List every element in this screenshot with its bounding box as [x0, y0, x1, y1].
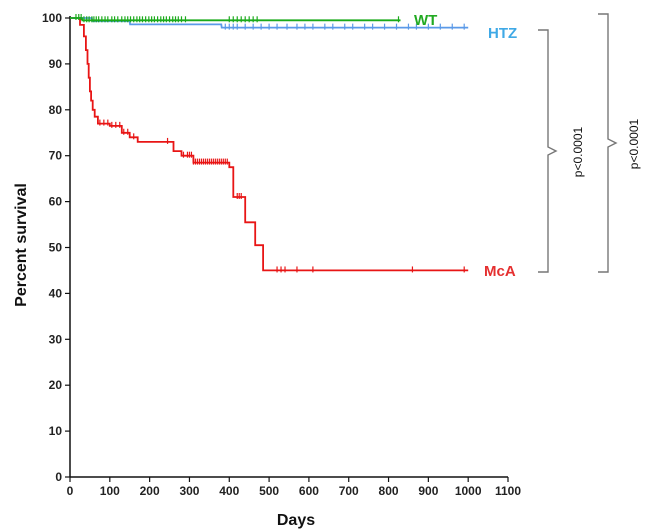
bracket-wt-mca: [598, 13, 618, 273]
y-tick-label: 50: [49, 241, 63, 255]
bracket-htz-mca: [538, 29, 558, 273]
x-tick-label: 1100: [495, 484, 521, 498]
x-tick-label: 700: [339, 484, 359, 498]
x-tick-label: 200: [140, 484, 160, 498]
y-tick-label: 20: [49, 378, 63, 392]
survival-line-mca: [70, 17, 469, 272]
x-tick-label: 1000: [455, 484, 482, 498]
x-tick-label: 300: [179, 484, 199, 498]
p-value-wt-mca: p<0.0001: [627, 118, 641, 169]
significance-brackets: [538, 13, 618, 273]
x-tick-label: 400: [219, 484, 239, 498]
y-tick-label: 30: [49, 332, 63, 346]
y-axis-title: Percent survival: [13, 183, 30, 307]
y-tick-label: 10: [49, 424, 63, 438]
y-tick-label: 70: [49, 149, 63, 163]
series-label-htz: HTZ: [488, 25, 517, 42]
x-axis-title: Days: [277, 512, 315, 529]
x-tick-label: 800: [379, 484, 399, 498]
x-tick-label: 900: [418, 484, 438, 498]
y-tick-label: 80: [49, 103, 63, 117]
series-mca: [70, 17, 469, 273]
x-tick-label: 100: [100, 484, 120, 498]
x-tick-label: 600: [299, 484, 319, 498]
series-wt: [70, 14, 401, 23]
y-tick-label: 100: [42, 11, 62, 25]
p-value-htz-mca: p<0.0001: [571, 126, 585, 177]
x-tick-label: 500: [259, 484, 279, 498]
y-tick-label: 0: [55, 470, 62, 484]
series-group: [70, 14, 469, 273]
series-label-wt: WT: [414, 12, 437, 29]
survival-line-wt: [70, 17, 401, 22]
series-label-mca: McA: [484, 263, 516, 280]
y-tick-label: 40: [49, 286, 63, 300]
x-tick-label: 0: [67, 484, 74, 498]
y-tick-label: 90: [49, 57, 63, 71]
y-tick-label: 60: [49, 195, 63, 209]
